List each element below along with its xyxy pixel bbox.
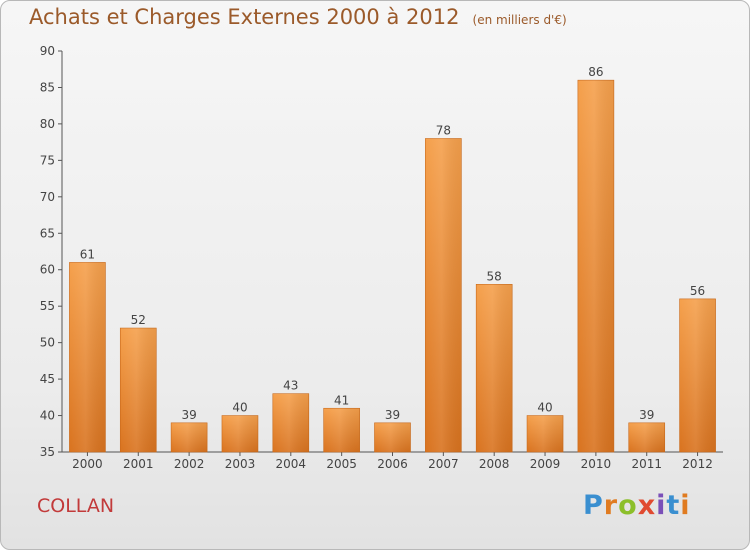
x-tick-label: 2011 [631, 457, 662, 471]
x-tick-label: 2007 [428, 457, 459, 471]
bar-shine [171, 422, 208, 452]
bar-shine [577, 80, 614, 452]
bar-shine [221, 415, 258, 452]
x-tick-label: 2012 [682, 457, 713, 471]
y-tick-label: 45 [40, 372, 55, 386]
logo-letter: i [656, 490, 667, 521]
y-tick-label: 90 [40, 44, 55, 58]
chart-title: Achats et Charges Externes 2000 à 2012 (… [29, 5, 567, 29]
data-label: 41 [334, 393, 349, 407]
y-tick-label: 80 [40, 117, 55, 131]
x-tick-label: 2000 [72, 457, 103, 471]
commune-name: COLLAN [37, 495, 115, 517]
bar-shine [120, 328, 157, 452]
y-tick-label: 70 [40, 190, 55, 204]
y-tick-label: 65 [40, 226, 55, 240]
bar-shine [425, 138, 462, 452]
x-tick-label: 2010 [581, 457, 612, 471]
bar-shine [374, 422, 411, 452]
y-tick-label: 35 [40, 445, 55, 459]
data-label: 78 [436, 123, 451, 137]
chart-unit-text: (en milliers d'€) [472, 13, 567, 27]
y-tick-label: 40 [40, 409, 55, 423]
bar-shine [69, 262, 106, 452]
x-tick-label: 2009 [530, 457, 561, 471]
logo-letter: x [637, 490, 657, 521]
proxiti-logo: Proxiti [583, 490, 691, 521]
logo-letter: o [618, 490, 638, 521]
logo-letter: i [680, 490, 691, 521]
data-label: 56 [690, 284, 705, 298]
data-label: 86 [588, 65, 603, 79]
data-label: 39 [181, 408, 196, 422]
y-tick-label: 50 [40, 336, 55, 350]
x-tick-label: 2003 [225, 457, 256, 471]
data-label: 52 [131, 313, 146, 327]
chart-title-text: Achats et Charges Externes 2000 à 2012 [29, 5, 460, 29]
logo-letter: t [666, 490, 681, 521]
x-tick-label: 2006 [377, 457, 408, 471]
y-tick-label: 55 [40, 299, 55, 313]
data-label: 58 [487, 269, 502, 283]
x-tick-label: 2005 [326, 457, 357, 471]
bar-shine [628, 422, 665, 452]
data-label: 39 [385, 408, 400, 422]
logo-letter: r [603, 490, 619, 521]
data-label: 61 [80, 247, 95, 261]
data-label: 40 [232, 401, 247, 415]
bar-shine [272, 393, 309, 452]
x-tick-label: 2004 [276, 457, 307, 471]
y-tick-label: 75 [40, 153, 55, 167]
data-label: 39 [639, 408, 654, 422]
x-tick-label: 2001 [123, 457, 154, 471]
bar-shine [679, 298, 716, 452]
bar-shine [527, 415, 564, 452]
data-label: 43 [283, 379, 298, 393]
logo-letter: P [583, 490, 604, 521]
bar-shine [476, 284, 513, 452]
y-tick-label: 60 [40, 263, 55, 277]
data-label: 40 [537, 401, 552, 415]
y-tick-label: 85 [40, 80, 55, 94]
bar-shine [323, 408, 360, 452]
x-tick-label: 2002 [174, 457, 205, 471]
x-tick-label: 2008 [479, 457, 510, 471]
